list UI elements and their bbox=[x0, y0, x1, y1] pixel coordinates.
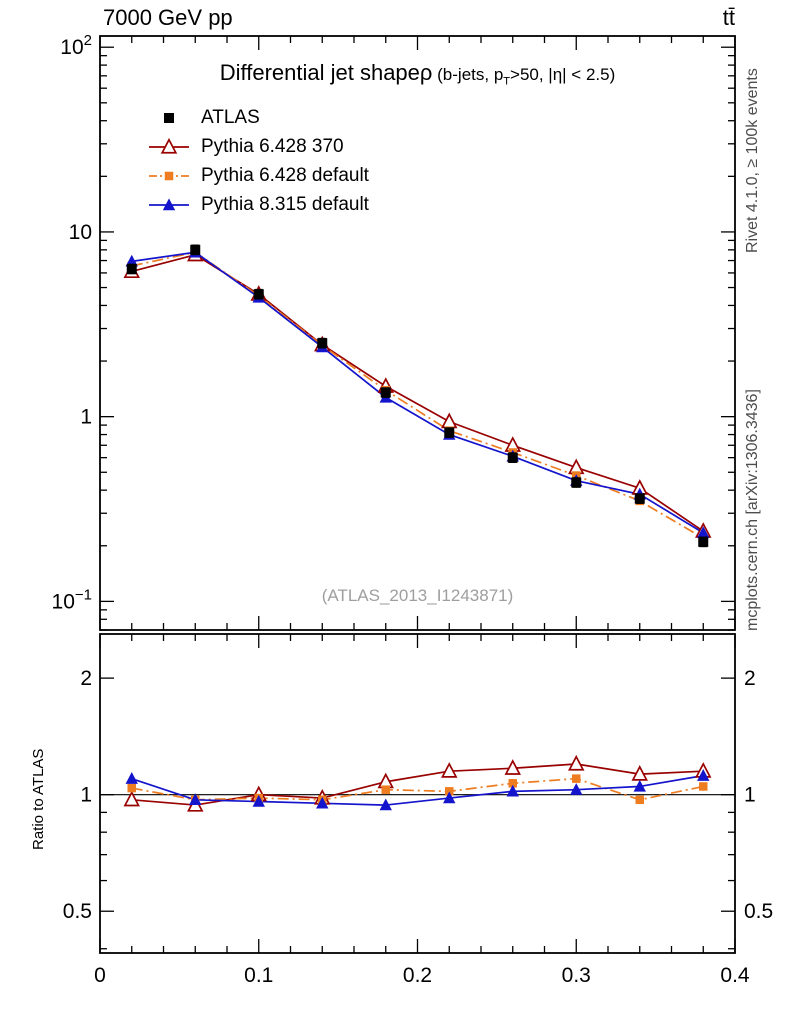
marker bbox=[160, 137, 178, 154]
rivet-version-note: Rivet 4.1.0, ≥ 100k events bbox=[744, 68, 761, 253]
legend-marker-square-filled bbox=[149, 171, 189, 180]
marker bbox=[568, 754, 585, 771]
marker bbox=[126, 264, 137, 275]
marker bbox=[508, 779, 517, 788]
svg-text:2: 2 bbox=[80, 667, 92, 690]
marker bbox=[444, 427, 455, 438]
marker bbox=[189, 793, 202, 805]
svg-text:0.5: 0.5 bbox=[744, 900, 773, 923]
legend-label: ATLAS bbox=[201, 106, 260, 128]
marker bbox=[445, 787, 454, 796]
marker bbox=[190, 244, 201, 255]
marker bbox=[697, 769, 710, 781]
marker bbox=[572, 774, 581, 783]
marker bbox=[697, 526, 710, 539]
header-process-label: tt̄ bbox=[722, 5, 735, 30]
tick-labels: 102 10 1 10−1 2 2 1 1 0.5 0.5 0 0.1 0.2 0.3 0.4 bbox=[52, 32, 774, 987]
svg-text:0.3: 0.3 bbox=[562, 964, 591, 987]
legend-label: Pythia 6.428 default bbox=[201, 164, 369, 186]
header-beam-energy: 7000 GeV pp bbox=[103, 5, 233, 30]
svg-text:1: 1 bbox=[80, 406, 92, 429]
marker bbox=[380, 387, 391, 398]
legend-item: Pythia 8.315 default bbox=[146, 190, 369, 219]
legend-marker-triangle-open bbox=[149, 137, 189, 154]
marker bbox=[127, 783, 136, 793]
marker bbox=[125, 254, 138, 267]
marker bbox=[441, 412, 458, 429]
ratio-axis-title: Ratio to ATLAS bbox=[30, 748, 47, 850]
marker bbox=[506, 784, 519, 797]
legend-item: ATLAS bbox=[146, 103, 369, 132]
legend: ATLAS Pythia 6.428 370 Pythia 6.428 defaul… bbox=[146, 103, 369, 219]
legend-label: Pythia 6.428 370 bbox=[201, 135, 344, 157]
main-series bbox=[123, 244, 712, 548]
svg-text:102: 102 bbox=[60, 32, 92, 59]
marker bbox=[504, 759, 521, 775]
marker bbox=[443, 791, 456, 804]
legend-marker-square-filled bbox=[164, 112, 174, 123]
marker bbox=[123, 790, 140, 807]
marker bbox=[125, 772, 138, 784]
marker bbox=[381, 785, 390, 794]
marker bbox=[441, 762, 458, 778]
marker bbox=[164, 171, 174, 180]
legend-marker-triangle-filled bbox=[149, 197, 189, 210]
plot-title: Differential jet shapeρ (b-jets, pT>50, … bbox=[100, 60, 735, 87]
marker bbox=[698, 536, 709, 547]
marker bbox=[699, 782, 708, 791]
svg-text:0.5: 0.5 bbox=[63, 900, 92, 923]
svg-text:10−1: 10−1 bbox=[52, 586, 92, 613]
marker bbox=[631, 765, 648, 781]
legend-item: Pythia 6.428 default bbox=[146, 161, 369, 190]
marker bbox=[635, 795, 644, 805]
axes bbox=[99, 35, 736, 954]
marker bbox=[571, 477, 582, 488]
marker bbox=[379, 798, 392, 811]
legend-item: Pythia 6.428 370 bbox=[146, 132, 369, 161]
svg-text:10: 10 bbox=[69, 221, 92, 244]
plot-title-conditions: (b-jets, pT>50, |η| < 2.5) bbox=[432, 65, 616, 88]
marker bbox=[164, 112, 174, 123]
marker bbox=[252, 794, 265, 807]
svg-text:2: 2 bbox=[744, 667, 756, 690]
svg-text:1: 1 bbox=[80, 784, 92, 807]
svg-text:0: 0 bbox=[94, 964, 106, 987]
marker bbox=[633, 779, 646, 792]
marker bbox=[253, 289, 264, 300]
svg-text:1: 1 bbox=[744, 784, 756, 807]
svg-text:0.2: 0.2 bbox=[403, 964, 432, 987]
svg-text:0.4: 0.4 bbox=[720, 964, 750, 987]
plot-title-main: Differential jet shapeρ bbox=[219, 60, 433, 85]
marker bbox=[317, 338, 328, 349]
marker bbox=[634, 493, 645, 504]
marker bbox=[316, 796, 329, 809]
ratio-series bbox=[123, 754, 712, 812]
marker bbox=[162, 197, 176, 210]
svg-text:0.1: 0.1 bbox=[244, 964, 273, 987]
marker bbox=[570, 783, 583, 795]
analysis-id-watermark: (ATLAS_2013_I1243871) bbox=[321, 586, 514, 605]
legend-label: Pythia 8.315 default bbox=[201, 193, 369, 215]
marker bbox=[507, 452, 518, 463]
mcplots-arxiv-note: mcplots.cern.ch [arXiv:1306.3436] bbox=[744, 389, 761, 631]
